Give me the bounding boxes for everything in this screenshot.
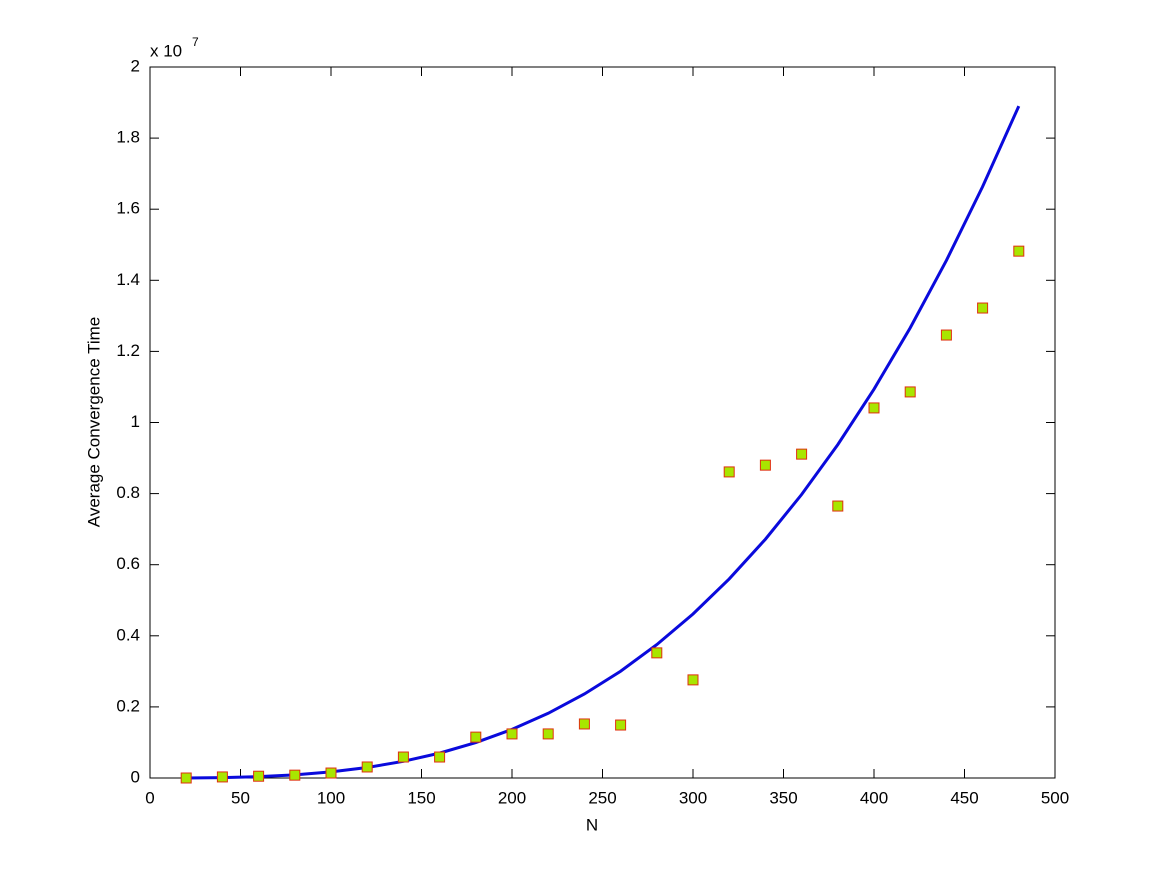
x-tick-label: 250 xyxy=(588,788,616,807)
y-tick-label: 0.2 xyxy=(116,696,140,715)
marker xyxy=(687,674,699,686)
marker xyxy=(253,770,265,782)
marker xyxy=(904,386,916,398)
marker xyxy=(397,751,409,763)
y-multiplier: x 10 xyxy=(150,41,182,60)
x-tick-label: 50 xyxy=(231,788,250,807)
y-tick-label: 0.4 xyxy=(116,625,140,644)
marker xyxy=(216,771,228,783)
x-tick-label: 0 xyxy=(145,788,154,807)
y-tick-label: 0 xyxy=(131,767,140,786)
fit-line xyxy=(186,105,1021,780)
marker xyxy=(796,448,808,460)
y-tick-label: 1.2 xyxy=(116,341,140,360)
y-tick-label: 1.8 xyxy=(116,128,140,147)
x-tick-label: 500 xyxy=(1041,788,1069,807)
x-tick-label: 300 xyxy=(679,788,707,807)
marker xyxy=(180,772,192,784)
y-tick-label: 0.6 xyxy=(116,554,140,573)
marker xyxy=(361,761,373,773)
marker xyxy=(578,718,590,730)
y-tick-label: 2 xyxy=(131,56,140,75)
x-tick-label: 200 xyxy=(498,788,526,807)
x-tick-label: 350 xyxy=(769,788,797,807)
x-axis-label: N xyxy=(586,815,598,834)
marker xyxy=(325,767,337,779)
marker xyxy=(1013,245,1025,257)
y-axis-label: Average Convergence Time xyxy=(84,317,103,527)
marker xyxy=(434,751,446,763)
marker xyxy=(868,402,880,414)
marker xyxy=(506,728,518,740)
marker xyxy=(470,731,482,743)
x-tick-label: 450 xyxy=(950,788,978,807)
marker xyxy=(832,500,844,512)
marker xyxy=(289,769,301,781)
marker xyxy=(977,302,989,314)
y-tick-label: 1 xyxy=(131,412,140,431)
y-tick-label: 1.4 xyxy=(116,270,140,289)
marker xyxy=(940,329,952,341)
y-tick-label: 0.8 xyxy=(116,483,140,502)
axes-box xyxy=(149,66,1056,779)
x-tick-label: 100 xyxy=(317,788,345,807)
y-multiplier-exponent: 7 xyxy=(192,35,199,49)
marker xyxy=(651,647,663,659)
x-tick-label: 150 xyxy=(407,788,435,807)
marker xyxy=(542,728,554,740)
x-tick-label: 400 xyxy=(860,788,888,807)
y-tick-label: 1.6 xyxy=(116,199,140,218)
marker xyxy=(615,719,627,731)
marker xyxy=(759,459,771,471)
marker xyxy=(723,466,735,478)
